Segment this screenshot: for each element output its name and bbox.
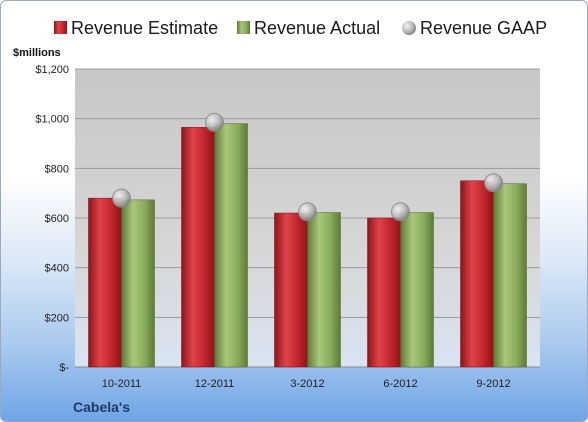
legend-item-gaap: Revenue GAAP	[402, 18, 547, 38]
legend-swatch-actual	[237, 21, 250, 34]
marker-gaap	[112, 188, 131, 208]
bar-actual	[214, 123, 248, 368]
x-tick-label: 3-2012	[290, 378, 324, 390]
y-axis-label: $millions	[13, 47, 61, 59]
bar-actual	[307, 212, 341, 368]
y-tick-label: $400	[45, 263, 69, 275]
legend-swatch-estimate	[54, 21, 67, 34]
legend-label-actual: Revenue Actual	[254, 18, 380, 38]
legend-item-estimate: Revenue Estimate	[54, 18, 218, 38]
bar-actual	[121, 199, 155, 368]
bar-actual	[493, 183, 527, 368]
y-tick-label: $600	[45, 213, 69, 225]
marker-gaap	[391, 202, 410, 222]
marker-gaap	[205, 112, 224, 132]
y-axis-ticks: $- $200 $400 $600 $800 $1,000 $1,200	[35, 64, 69, 374]
legend-item-actual: Revenue Actual	[237, 18, 380, 38]
legend-swatch-gaap	[402, 21, 416, 35]
marker-gaap	[484, 173, 503, 193]
y-tick-label: $200	[45, 312, 69, 324]
x-axis-ticks: 10-2011 12-2011 3-2012 6-2012 9-2012	[102, 378, 511, 390]
y-tick-label: $-	[59, 362, 69, 374]
marker-gaap	[298, 202, 317, 222]
x-tick-label: 9-2012	[476, 378, 510, 390]
bar-estimate	[274, 212, 308, 368]
x-tick-label: 6-2012	[383, 378, 417, 390]
bar-estimate	[460, 180, 494, 368]
gaap-markers	[112, 112, 503, 222]
company-name: Cabela's	[73, 399, 130, 415]
y-tick-label: $800	[45, 163, 69, 175]
bar-estimate	[367, 217, 401, 368]
bar-estimate	[181, 127, 215, 368]
x-tick-label: 10-2011	[102, 378, 142, 390]
x-tick-label: 12-2011	[195, 378, 235, 390]
y-tick-label: $1,200	[35, 64, 69, 76]
legend-label-gaap: Revenue GAAP	[420, 18, 547, 38]
bars	[88, 123, 527, 368]
y-tick-label: $1,000	[35, 114, 69, 126]
legend: Revenue Estimate Revenue Actual Revenue …	[54, 18, 547, 38]
bar-estimate	[88, 197, 122, 368]
legend-label-estimate: Revenue Estimate	[71, 18, 218, 38]
bar-actual	[400, 212, 434, 368]
